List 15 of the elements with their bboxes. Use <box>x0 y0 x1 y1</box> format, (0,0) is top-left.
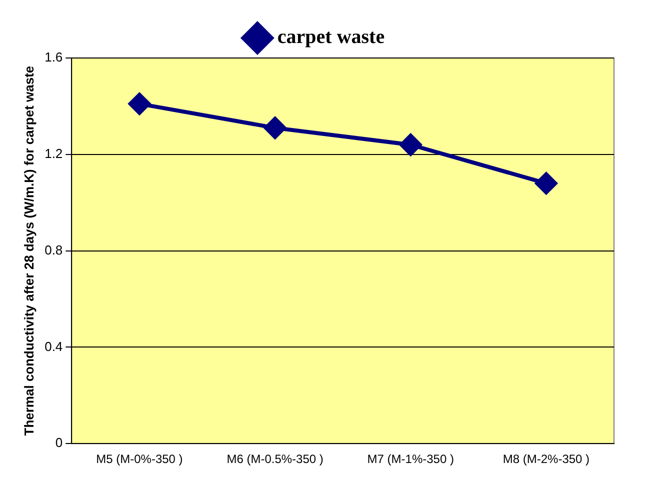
y-axis-title: Thermal conductivity after 28 days (W/m.K) for carpet waste <box>21 66 36 436</box>
y-tick-label: 1.2 <box>44 146 63 161</box>
x-tick-label: M7 (M-1%-350 ) <box>367 452 454 466</box>
legend-label: carpet waste <box>277 26 385 48</box>
y-tick-label: 0 <box>55 435 63 450</box>
y-tick-label: 0.8 <box>44 242 63 258</box>
point <box>128 92 150 115</box>
y-tick-label: 0.4 <box>44 338 63 354</box>
point <box>264 116 286 139</box>
y-tick-label: 1.6 <box>44 50 63 65</box>
point <box>535 172 558 194</box>
point <box>400 134 422 156</box>
x-tick-label: M5 (M-0%-350 ) <box>96 452 183 466</box>
x-tick-label: M6 (M-0.5%-350 ) <box>226 452 324 466</box>
x-tick-label: M8 (M-2%-350 ) <box>502 452 590 466</box>
